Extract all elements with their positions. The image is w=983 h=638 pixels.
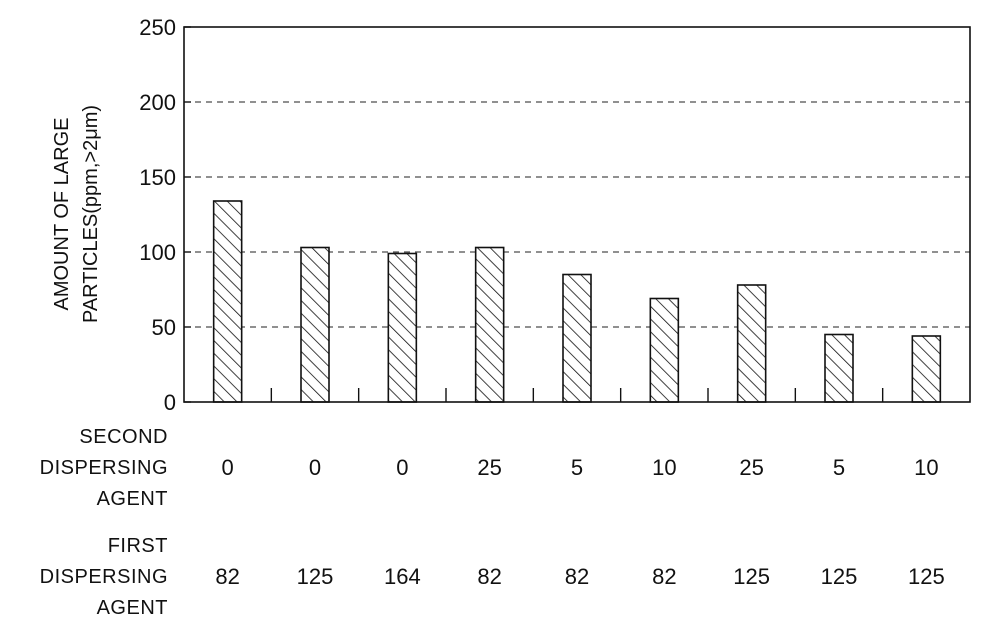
- parameter-table: SECOND DISPERSING AGENT 0 0 0 25 5 10 25 5 10 FIRST D…: [40, 426, 945, 619]
- table-cell: 125: [297, 564, 334, 589]
- table-cell: 25: [739, 455, 763, 480]
- y-axis-label-line1: AMOUNT OF LARGE: [51, 118, 73, 311]
- table-cell: 5: [571, 455, 583, 480]
- bar: [912, 336, 940, 402]
- y-tick-label: 200: [139, 90, 176, 115]
- table-cell: 5: [833, 455, 845, 480]
- bars: [214, 201, 941, 402]
- table-cell: 0: [309, 455, 321, 480]
- table-cell: 10: [652, 455, 676, 480]
- table-cell: 10: [914, 455, 938, 480]
- table-row-label: AGENT: [97, 597, 168, 619]
- bar: [214, 201, 242, 402]
- table-row-label: DISPERSING: [40, 457, 168, 479]
- table-cell: 125: [821, 564, 858, 589]
- y-tick-label: 250: [139, 15, 176, 40]
- table-row-label: SECOND: [79, 426, 168, 448]
- y-tick-label: 150: [139, 165, 176, 190]
- table-cell: 82: [565, 564, 589, 589]
- table-cell: 82: [652, 564, 676, 589]
- table-row-label: DISPERSING: [40, 566, 168, 588]
- y-axis-label-line2: PARTICLES(ppm,>2μm): [80, 105, 102, 323]
- y-tick-label: 0: [164, 390, 176, 415]
- table-cell: 0: [222, 455, 234, 480]
- table-cell: 82: [477, 564, 501, 589]
- bar: [738, 285, 766, 402]
- bar: [650, 299, 678, 403]
- y-tick-label: 50: [152, 315, 176, 340]
- y-tick-label: 100: [139, 240, 176, 265]
- table-cell: 0: [396, 455, 408, 480]
- table-cell: 125: [733, 564, 770, 589]
- table-cell: 25: [477, 455, 501, 480]
- bar: [388, 254, 416, 403]
- bar: [563, 275, 591, 403]
- table-row-label: AGENT: [97, 488, 168, 510]
- table-cell: 125: [908, 564, 945, 589]
- table-cell: 164: [384, 564, 421, 589]
- table-row-label: FIRST: [108, 535, 168, 557]
- bar: [825, 335, 853, 403]
- bar: [476, 248, 504, 403]
- table-cell: 82: [215, 564, 239, 589]
- bar: [301, 248, 329, 403]
